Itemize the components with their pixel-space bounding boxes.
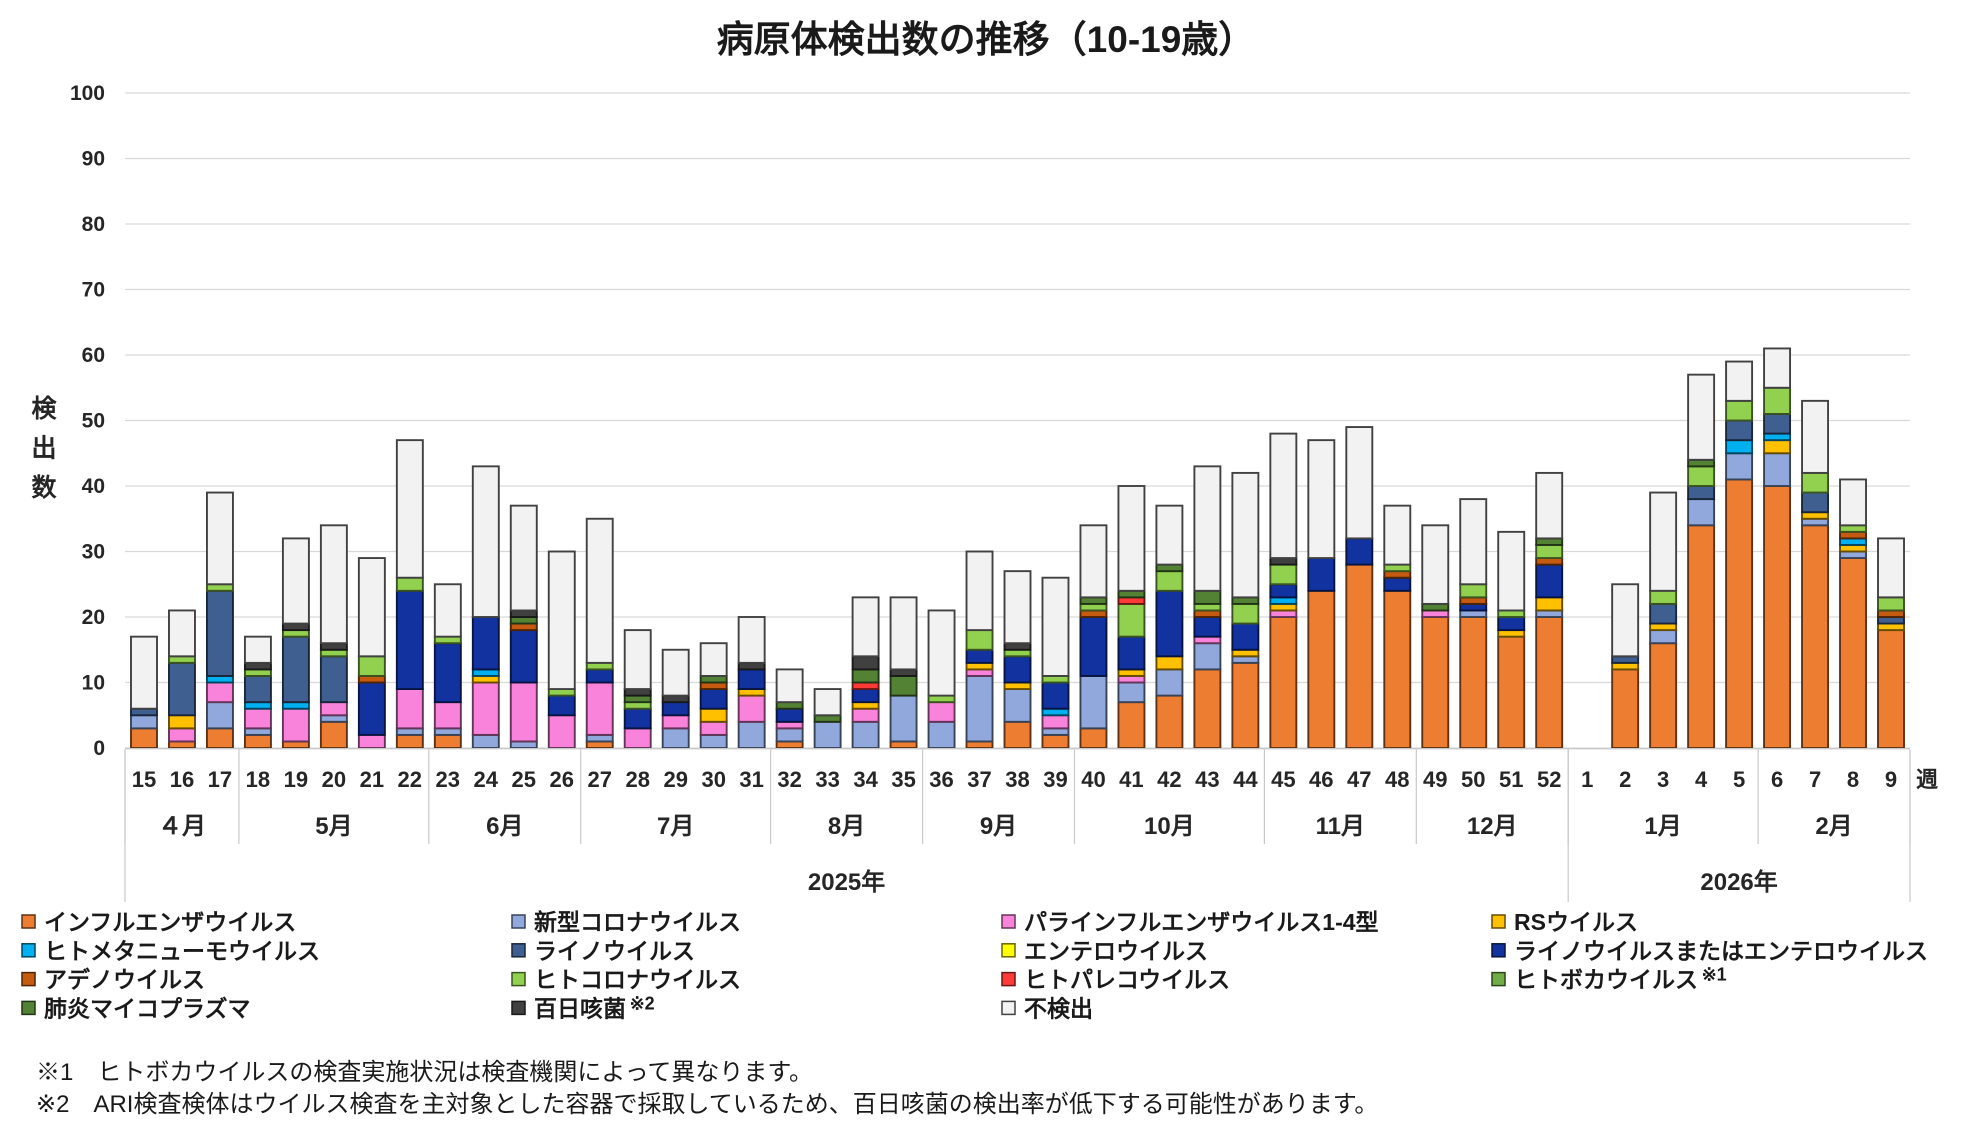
svg-text:3: 3 <box>1657 767 1669 792</box>
svg-text:2025年: 2025年 <box>808 868 885 896</box>
svg-text:6月: 6月 <box>486 813 523 840</box>
svg-text:9月: 9月 <box>980 813 1017 840</box>
svg-text:49: 49 <box>1423 767 1447 792</box>
svg-text:5: 5 <box>1733 767 1745 792</box>
svg-text:病原体検出数の推移（10-19歳）: 病原体検出数の推移（10-19歳） <box>717 19 1256 60</box>
svg-text:60: 60 <box>82 344 105 367</box>
svg-text:80: 80 <box>82 213 105 236</box>
svg-text:ヒトコロナウイルス: ヒトコロナウイルス <box>534 967 741 993</box>
svg-text:8: 8 <box>1847 767 1859 792</box>
svg-text:21: 21 <box>360 767 384 792</box>
svg-text:50: 50 <box>1461 767 1485 792</box>
svg-text:出: 出 <box>31 435 56 463</box>
svg-text:23: 23 <box>436 767 460 792</box>
svg-text:ヒトメタニューモウイルス: ヒトメタニューモウイルス <box>44 938 320 964</box>
svg-text:33: 33 <box>815 767 839 792</box>
svg-text:※1 ヒトボカウイルスの検査実施状況は検査機関によって異なり: ※1 ヒトボカウイルスの検査実施状況は検査機関によって異なります。 <box>36 1059 813 1086</box>
svg-text:38: 38 <box>1005 767 1029 792</box>
svg-text:10: 10 <box>82 672 105 695</box>
svg-text:ライノウイルスまたはエンテロウイルス: ライノウイルスまたはエンテロウイルス <box>1514 938 1928 964</box>
svg-text:40: 40 <box>1081 767 1105 792</box>
svg-text:29: 29 <box>663 767 687 792</box>
svg-text:42: 42 <box>1157 767 1181 792</box>
svg-text:※2 ARI検査検体はウイルス検査を主対象とした容器で採取し: ※2 ARI検査検体はウイルス検査を主対象とした容器で採取しているため、百日咳菌… <box>36 1091 1378 1118</box>
svg-text:アデノウイルス: アデノウイルス <box>44 967 205 993</box>
svg-text:7: 7 <box>1809 767 1821 792</box>
svg-text:36: 36 <box>929 767 953 792</box>
svg-text:52: 52 <box>1537 767 1561 792</box>
svg-text:27: 27 <box>587 767 611 792</box>
svg-text:10月: 10月 <box>1144 813 1195 840</box>
svg-text:ヒトボカウイルス ※1: ヒトボカウイルス ※1 <box>1514 965 1727 993</box>
svg-text:70: 70 <box>82 279 105 302</box>
svg-text:新型コロナウイルス: 新型コロナウイルス <box>534 909 741 935</box>
svg-text:31: 31 <box>739 767 763 792</box>
svg-text:12月: 12月 <box>1467 813 1518 840</box>
svg-text:47: 47 <box>1347 767 1371 792</box>
svg-text:35: 35 <box>891 767 915 792</box>
svg-text:30: 30 <box>701 767 725 792</box>
svg-text:2月: 2月 <box>1815 813 1852 840</box>
svg-text:17: 17 <box>208 767 232 792</box>
svg-text:28: 28 <box>625 767 649 792</box>
svg-text:19: 19 <box>284 767 308 792</box>
svg-text:32: 32 <box>777 767 801 792</box>
svg-text:9: 9 <box>1885 767 1897 792</box>
svg-text:不検出: 不検出 <box>1024 995 1093 1021</box>
svg-text:90: 90 <box>82 148 105 171</box>
svg-text:1: 1 <box>1581 767 1593 792</box>
svg-text:20: 20 <box>82 606 105 629</box>
svg-text:50: 50 <box>82 410 105 433</box>
svg-text:RSウイルス: RSウイルス <box>1514 909 1638 935</box>
svg-text:37: 37 <box>967 767 991 792</box>
svg-text:34: 34 <box>853 767 878 792</box>
svg-text:パラインフルエンザウイルス1-4型: パラインフルエンザウイルス1-4型 <box>1024 909 1379 935</box>
svg-text:22: 22 <box>398 767 422 792</box>
svg-text:16: 16 <box>170 767 194 792</box>
svg-text:7月: 7月 <box>657 813 694 840</box>
svg-text:４月: ４月 <box>158 813 206 840</box>
svg-text:肺炎マイコプラズマ: 肺炎マイコプラズマ <box>44 995 251 1021</box>
svg-text:43: 43 <box>1195 767 1219 792</box>
svg-text:51: 51 <box>1499 767 1523 792</box>
svg-text:41: 41 <box>1119 767 1143 792</box>
svg-text:44: 44 <box>1233 767 1258 792</box>
svg-text:48: 48 <box>1385 767 1409 792</box>
svg-text:26: 26 <box>550 767 574 792</box>
svg-text:40: 40 <box>82 475 105 498</box>
svg-text:5月: 5月 <box>315 813 352 840</box>
svg-text:39: 39 <box>1043 767 1067 792</box>
svg-text:ヒトパレコウイルス: ヒトパレコウイルス <box>1024 967 1230 993</box>
svg-text:24: 24 <box>474 767 499 792</box>
svg-text:8月: 8月 <box>828 813 865 840</box>
svg-text:4: 4 <box>1695 767 1708 792</box>
svg-text:エンテロウイルス: エンテロウイルス <box>1024 938 1208 964</box>
svg-text:インフルエンザウイルス: インフルエンザウイルス <box>44 909 296 935</box>
svg-text:数: 数 <box>31 474 57 502</box>
svg-text:2: 2 <box>1619 767 1631 792</box>
svg-text:46: 46 <box>1309 767 1333 792</box>
svg-text:100: 100 <box>70 82 105 105</box>
svg-text:11月: 11月 <box>1316 813 1365 840</box>
svg-text:週: 週 <box>1916 767 1938 792</box>
svg-text:1月: 1月 <box>1644 813 1681 840</box>
svg-text:15: 15 <box>132 767 156 792</box>
svg-text:45: 45 <box>1271 767 1295 792</box>
svg-text:6: 6 <box>1771 767 1783 792</box>
svg-text:30: 30 <box>82 541 105 564</box>
svg-text:18: 18 <box>246 767 270 792</box>
svg-text:2026年: 2026年 <box>1700 868 1777 896</box>
svg-text:ライノウイルス: ライノウイルス <box>534 938 695 964</box>
svg-text:0: 0 <box>93 737 105 760</box>
svg-text:25: 25 <box>512 767 536 792</box>
svg-text:検: 検 <box>31 395 57 423</box>
svg-text:20: 20 <box>322 767 346 792</box>
